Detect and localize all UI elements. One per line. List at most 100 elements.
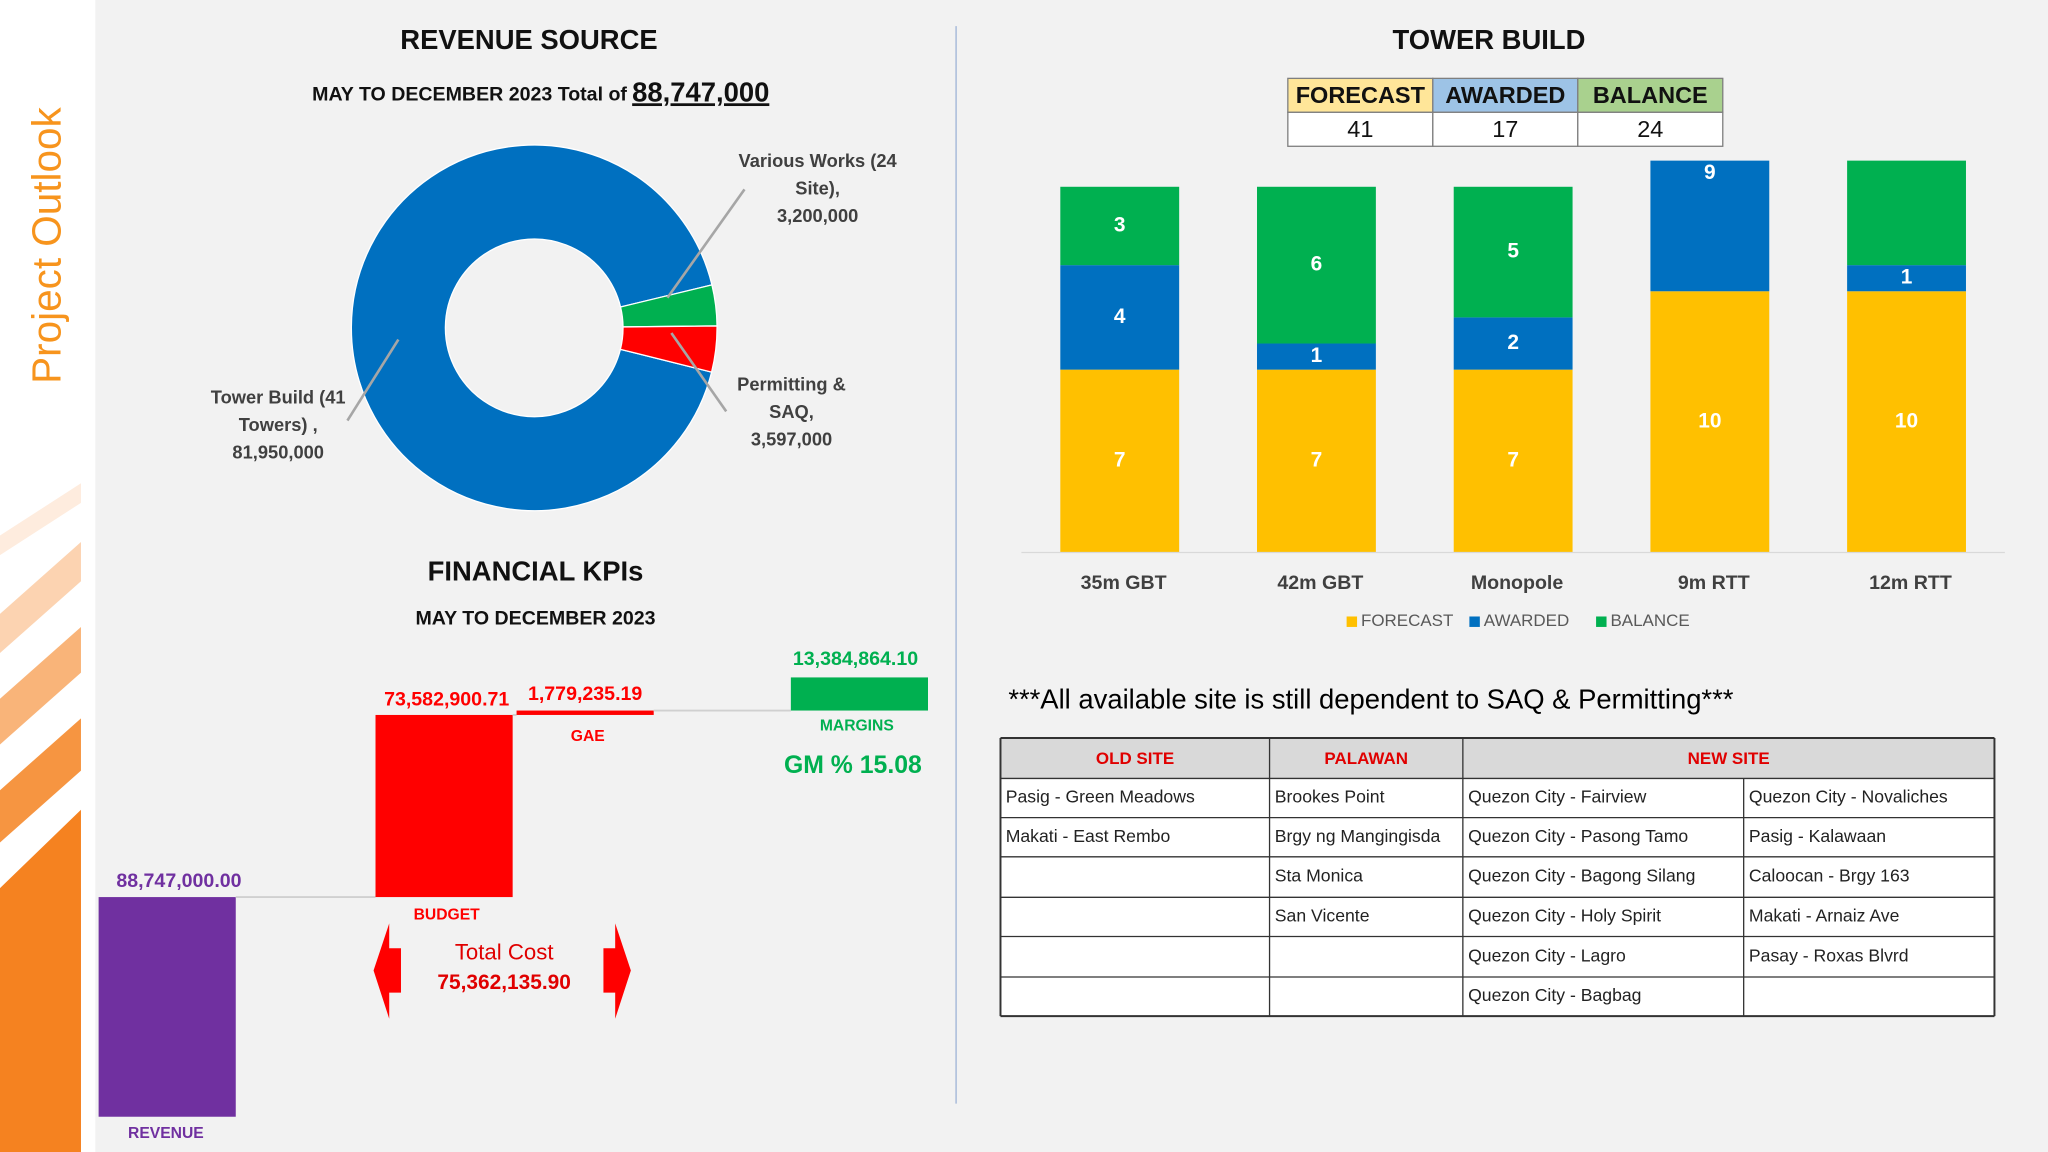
x-tick-label: 9m RTT <box>1678 572 1750 594</box>
total-cost-label: Total Cost <box>455 939 554 964</box>
summary-value-cell <box>1577 111 1724 147</box>
bar-segment <box>1060 265 1180 370</box>
data-label: 10 <box>1895 409 1918 432</box>
data-label: Tower Build (41 Towers) , 81,950,000 <box>210 386 346 463</box>
table-cell: Sta Monica <box>1275 866 1363 886</box>
bar-segment <box>1847 291 1966 553</box>
legend-swatch <box>1596 616 1607 627</box>
x-tick-label: 35m GBT <box>1081 572 1167 594</box>
table-cell: Quezon City - Fairview <box>1468 787 1647 807</box>
legend-swatch <box>1346 616 1358 627</box>
summary-value: 41 <box>1347 116 1373 142</box>
value-label: 13,384,864.10 <box>793 648 918 670</box>
legend-label: FORECAST <box>1361 611 1453 630</box>
bar-segment <box>1650 291 1770 553</box>
donut-slice <box>619 325 718 373</box>
gm-annotation: GM % 15.08 <box>784 752 922 779</box>
x-tick-label: 42m GBT <box>1277 572 1363 594</box>
data-label: 5 <box>1507 240 1519 263</box>
data-label: Various Works (24 Site), 3,200,000 <box>738 150 897 226</box>
summary-header-cell <box>1432 77 1579 113</box>
slice-value: 3,597,000 <box>750 428 833 450</box>
waterfall-bar <box>98 897 236 1117</box>
bar-segment <box>1847 160 1966 266</box>
table-cell: Brgy ng Mangingisda <box>1275 826 1441 846</box>
value-label: 88,747,000.00 <box>116 870 241 892</box>
data-label: 4 <box>1114 305 1126 328</box>
table-header: NEW SITE <box>1688 749 1770 768</box>
bars <box>1060 160 1966 553</box>
table-cell: Makati - Arnaiz Ave <box>1749 906 1900 926</box>
summary-header-cell <box>1287 77 1434 113</box>
bar-segment <box>1257 369 1376 553</box>
table-cell: Makati - East Rembo <box>1006 826 1171 846</box>
bar-segment <box>1060 369 1180 553</box>
donut-slice <box>350 144 713 512</box>
table-cell: Brookes Point <box>1275 787 1385 807</box>
slice-category: Various Works (24 Site), <box>738 150 897 199</box>
data-label: 7 <box>1114 449 1126 472</box>
table-cell: Pasig - Kalawaan <box>1749 826 1886 846</box>
table-cell: Quezon City - Bagong Silang <box>1468 866 1695 886</box>
summary-value-cell <box>1287 111 1434 147</box>
data-label: 1 <box>1311 344 1323 367</box>
data-label: 9 <box>1704 161 1716 184</box>
leader-line <box>346 338 400 422</box>
table-cell: Quezon City - Pasong Tamo <box>1468 826 1688 846</box>
summary-header: AWARDED <box>1445 82 1565 108</box>
sidebar-stripes <box>0 483 81 1152</box>
data-label: Permitting & SAQ, 3,597,000 <box>737 373 846 450</box>
bar-segment <box>1453 369 1573 553</box>
table-header-bg <box>1000 737 1995 779</box>
bar-segment <box>1060 186 1180 266</box>
slice-category: Permitting & SAQ, <box>737 373 846 422</box>
table-cell: San Vicente <box>1275 906 1370 926</box>
table-cell: Pasig - Green Meadows <box>1006 787 1195 807</box>
data-label: 7 <box>1507 449 1519 472</box>
table-cell: Quezon City - Lagro <box>1468 945 1626 965</box>
leader-line <box>666 188 746 299</box>
chart-title: TOWER BUILD <box>1393 24 1586 55</box>
bar-segment <box>1257 343 1376 370</box>
bar-segment <box>1257 186 1376 344</box>
summary-header-cell <box>1577 77 1724 113</box>
arrow-left <box>373 923 401 1019</box>
slice-value: 81,950,000 <box>232 441 324 463</box>
total-label: 88,747,000 <box>632 76 769 107</box>
table-cell: Quezon City - Holy Spirit <box>1468 906 1661 926</box>
chart-subtitle: MAY TO DECEMBER 2023 Total of <box>312 84 627 106</box>
category-label: BUDGET <box>414 907 481 924</box>
data-label: 6 <box>1311 253 1323 276</box>
table-header: PALAWAN <box>1324 749 1408 768</box>
value-label: 73,582,900.71 <box>384 688 509 710</box>
table-cell: Quezon City - Novaliches <box>1749 787 1948 807</box>
category-label: MARGINS <box>820 717 894 734</box>
data-label: 2 <box>1507 331 1519 354</box>
data-label: 10 <box>1698 409 1721 432</box>
legend-swatch <box>1469 616 1480 627</box>
summary-value: 17 <box>1492 116 1518 142</box>
x-tick-label: Monopole <box>1471 572 1564 594</box>
category-label: GAE <box>571 728 605 745</box>
arrow-right <box>603 923 631 1019</box>
data-label: 7 <box>1311 449 1323 472</box>
category-label: REVENUE <box>128 1125 204 1142</box>
waterfall-bar <box>516 710 654 715</box>
chart-subtitle: MAY TO DECEMBER 2023 <box>415 607 655 629</box>
summary-value-cell <box>1432 111 1579 147</box>
note: ***All available site is still dependent… <box>1008 684 1733 715</box>
slice-category: Tower Build (41 Towers) , <box>210 386 346 435</box>
legend-label: AWARDED <box>1484 611 1569 630</box>
data-label: 1 <box>1901 266 1913 289</box>
table-cell: Caloocan - Brgy 163 <box>1749 866 1910 886</box>
bar-segment <box>1453 317 1573 370</box>
summary-value: 24 <box>1637 116 1663 142</box>
table-header: OLD SITE <box>1096 749 1174 768</box>
chart-title: REVENUE SOURCE <box>400 24 657 55</box>
value-label: 1,779,235.19 <box>528 683 642 705</box>
waterfall-bar <box>375 714 513 898</box>
x-tick-label: 12m RTT <box>1869 572 1952 594</box>
slice-value: 3,200,000 <box>776 205 859 226</box>
